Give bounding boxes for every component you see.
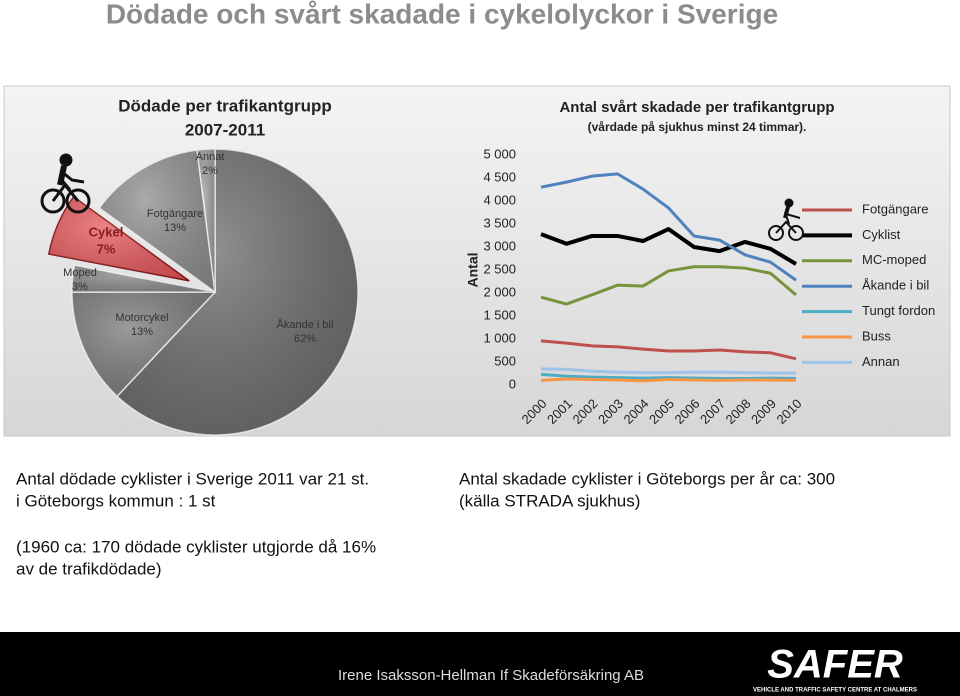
pie-shade bbox=[72, 265, 215, 292]
legend-label: MC-moped bbox=[862, 252, 926, 267]
pie-value-label: 2% bbox=[202, 165, 218, 177]
y-tick-label: 0 bbox=[509, 376, 516, 391]
cyclist-icon bbox=[40, 153, 91, 214]
legend-label: Annan bbox=[862, 354, 900, 369]
pie-value-label: 13% bbox=[131, 326, 153, 338]
line-series bbox=[540, 372, 797, 381]
line-series bbox=[540, 339, 797, 361]
line-series bbox=[540, 367, 796, 375]
slide-title: Dödade och svårt skadade i cykelolyckor … bbox=[106, 0, 778, 29]
y-tick-label: 2 000 bbox=[483, 284, 516, 299]
footer-band bbox=[0, 632, 960, 696]
y-tick-label: 1 500 bbox=[483, 307, 516, 322]
note-text: Antal skadade cyklister i Göteborgs per … bbox=[459, 469, 835, 488]
pie-shade bbox=[72, 292, 215, 397]
y-axis-label: Antal bbox=[465, 253, 481, 288]
pie-label: Cykel bbox=[89, 224, 124, 239]
pie-shade bbox=[197, 149, 215, 292]
footer-logo-sub: VEHICLE AND TRAFFIC SAFETY CENTRE AT CHA… bbox=[753, 688, 917, 694]
y-tick-label: 3 500 bbox=[483, 215, 516, 230]
note-text: (1960 ca: 170 dödade cyklister utgjorde … bbox=[16, 537, 376, 556]
note-text: av de trafikdödade) bbox=[16, 559, 162, 578]
legend-label: Cyklist bbox=[862, 227, 901, 242]
notes: Antal dödade cyklister i Sverige 2011 va… bbox=[16, 469, 835, 578]
pie-value-label: 7% bbox=[97, 241, 116, 256]
pie-value-label: 3% bbox=[72, 281, 88, 293]
pie-shade bbox=[48, 196, 190, 281]
y-tick-label: 4 500 bbox=[483, 169, 516, 184]
line-series bbox=[540, 227, 798, 266]
footer-logo: SAFER bbox=[767, 643, 903, 687]
legend-label: Tungt fordon bbox=[862, 303, 935, 318]
cyclist-icon bbox=[768, 198, 804, 241]
pie-label: Motorcykel bbox=[115, 312, 168, 324]
legend-label: Buss bbox=[862, 328, 891, 343]
note-text: i Göteborgs kommun : 1 st bbox=[16, 491, 216, 510]
line-subtitle: (vårdade på sjukhus minst 24 timmar). bbox=[588, 120, 807, 134]
line-title: Antal svårt skadade per trafikantgrupp bbox=[559, 99, 834, 116]
line-series bbox=[540, 265, 797, 306]
pie-shade bbox=[117, 149, 358, 436]
legend-label: Fotgängare bbox=[862, 201, 929, 216]
y-tick-label: 4 000 bbox=[483, 192, 516, 207]
pie-title: Dödade per trafikantgrupp bbox=[118, 96, 331, 115]
pie-value-label: 62% bbox=[294, 333, 316, 345]
line-series bbox=[540, 377, 797, 383]
note-text: Antal dödade cyklister i Sverige 2011 va… bbox=[16, 469, 369, 488]
y-tick-label: 3 000 bbox=[483, 238, 516, 253]
pie-chart: Dödade per trafikantgrupp 2007-2011 Åkan… bbox=[47, 96, 359, 436]
pie-label: Fotgängare bbox=[147, 208, 203, 220]
pie-label: Moped bbox=[63, 267, 97, 279]
y-tick-label: 1 000 bbox=[483, 330, 516, 345]
pie-shade bbox=[99, 150, 215, 292]
pie-label: Åkande i bil bbox=[277, 318, 334, 331]
pie-label: Annat bbox=[196, 151, 225, 163]
note-text: (källa STRADA sjukhus) bbox=[459, 491, 640, 510]
pie-value-label: 13% bbox=[164, 222, 186, 234]
y-tick-label: 500 bbox=[494, 353, 516, 368]
legend-label: Åkande i bil bbox=[862, 278, 929, 293]
line-series bbox=[540, 172, 797, 282]
pie-subtitle: 2007-2011 bbox=[185, 120, 265, 139]
y-tick-label: 2 500 bbox=[483, 261, 516, 276]
footer-author: Irene Isaksson-Hellman If Skadeförsäkrin… bbox=[338, 667, 644, 684]
y-tick-label: 5 000 bbox=[483, 146, 516, 161]
